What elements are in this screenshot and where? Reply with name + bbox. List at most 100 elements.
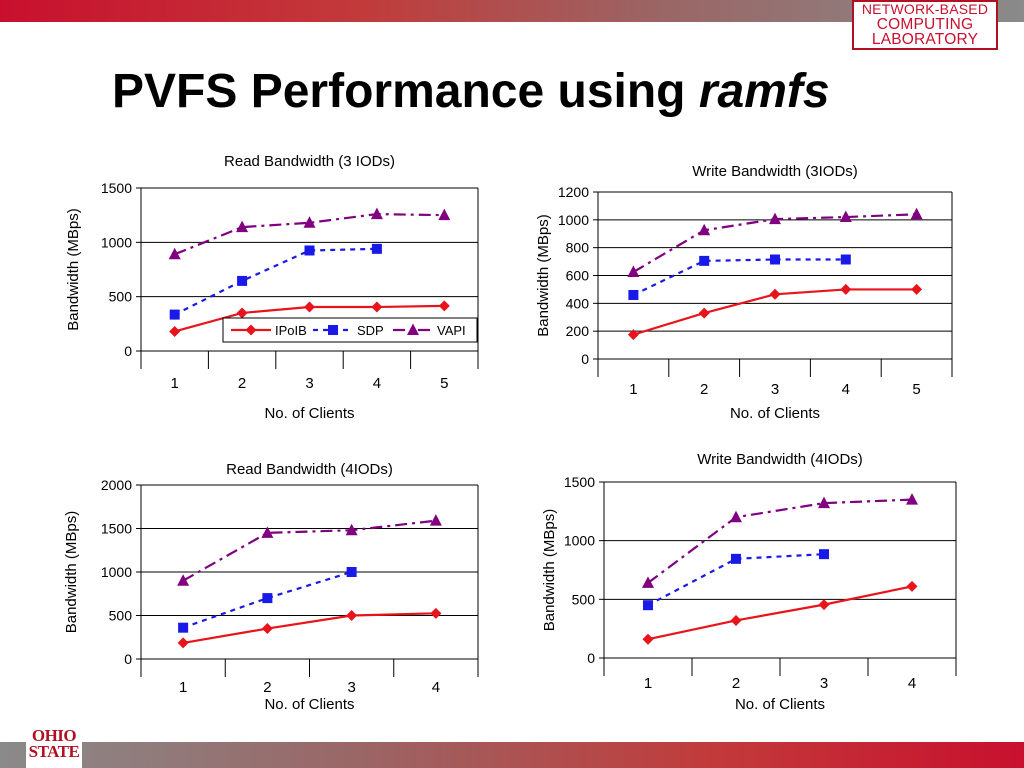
x-tick-label: 3 xyxy=(347,679,355,696)
y-tick-label: 600 xyxy=(566,268,590,284)
logo-line-3: LABORATORY xyxy=(871,31,979,48)
slide-title-main: PVFS Performance using xyxy=(112,65,699,118)
x-tick-label: 3 xyxy=(305,375,313,392)
top-color-bar xyxy=(0,0,1024,22)
x-tick-label: 1 xyxy=(171,375,179,392)
series-vapi xyxy=(627,207,923,278)
x-tick-label: 4 xyxy=(373,375,381,392)
data-point-vapi xyxy=(627,265,640,278)
series-line-sdp xyxy=(647,553,825,607)
y-tick-label: 1500 xyxy=(101,521,132,537)
data-point-ipoib xyxy=(236,307,248,319)
chart-title: Read Bandwidth (3 IODs) xyxy=(224,153,395,170)
x-tick-label: 3 xyxy=(771,381,779,398)
x-axis-label: No. of Clients xyxy=(730,405,820,422)
data-point-vapi xyxy=(261,526,274,538)
y-axis-label: Bandwidth (MBps) xyxy=(541,509,558,632)
data-point-ipoib xyxy=(906,580,918,592)
data-point-ipoib xyxy=(169,325,181,337)
y-axis-label: Bandwidth (MBps) xyxy=(65,208,82,331)
legend-label-sdp: SDP xyxy=(357,323,384,338)
x-tick-label: 2 xyxy=(263,679,271,696)
osu-line-1: OHIO xyxy=(31,726,77,745)
series-vapi xyxy=(642,493,918,588)
y-tick-label: 1000 xyxy=(558,212,589,228)
x-tick-label: 1 xyxy=(644,675,652,692)
data-point-ipoib xyxy=(911,283,923,295)
data-point-ipoib xyxy=(840,283,852,295)
data-point-sdp xyxy=(628,289,639,300)
series-sdp xyxy=(178,567,357,633)
y-tick-label: 0 xyxy=(124,343,132,359)
data-point-vapi xyxy=(429,514,442,526)
network-based-computing-lab-logo: NETWORK-BASED COMPUTING LABORATORY xyxy=(852,0,998,50)
data-point-ipoib xyxy=(627,329,639,341)
series-ipoib xyxy=(642,580,918,645)
logo-line-1: NETWORK-BASED xyxy=(861,1,989,17)
data-point-sdp xyxy=(169,309,180,320)
data-point-ipoib xyxy=(438,300,450,312)
slide-title: PVFS Performance using ramfs xyxy=(112,64,830,119)
data-point-sdp xyxy=(840,254,851,265)
series-ipoib xyxy=(177,607,442,649)
data-point-sdp xyxy=(178,622,189,633)
data-point-vapi xyxy=(438,208,451,221)
data-point-vapi xyxy=(642,576,654,588)
osu-line-2: STATE xyxy=(28,742,80,761)
chart-title: Write Bandwidth (3IODs) xyxy=(692,163,858,180)
series-sdp xyxy=(628,254,851,300)
y-tick-label: 500 xyxy=(109,608,133,624)
y-tick-label: 200 xyxy=(566,323,590,339)
x-tick-label: 4 xyxy=(842,381,850,398)
data-point-sdp xyxy=(699,255,710,266)
data-point-sdp xyxy=(819,549,829,560)
x-axis-label: No. of Clients xyxy=(264,405,354,422)
data-point-vapi xyxy=(730,510,742,523)
series-vapi xyxy=(177,514,442,586)
series-ipoib xyxy=(169,300,450,337)
x-tick-label: 3 xyxy=(820,675,828,692)
x-tick-label: 1 xyxy=(179,679,187,696)
y-tick-label: 0 xyxy=(587,650,595,666)
x-tick-label: 4 xyxy=(432,679,440,696)
y-tick-label: 500 xyxy=(572,591,596,607)
data-point-sdp xyxy=(304,245,315,256)
data-point-ipoib xyxy=(430,607,442,619)
data-point-ipoib xyxy=(698,307,710,319)
chart-title: Write Bandwidth (4IODs) xyxy=(697,451,863,468)
data-point-ipoib xyxy=(304,301,315,313)
slide-title-italic: ramfs xyxy=(698,65,830,118)
data-point-ipoib xyxy=(346,610,358,621)
data-point-vapi xyxy=(769,212,781,225)
y-tick-label: 500 xyxy=(109,289,133,305)
data-point-vapi xyxy=(370,207,383,220)
data-point-ipoib xyxy=(730,614,742,626)
logo-line-2: COMPUTING xyxy=(876,16,974,33)
legend-marker-sdp xyxy=(328,325,338,335)
chart-read-bandwidth-3-iods: Read Bandwidth (3 IODs) 0 500 1000 1500 1 2 3 4 5… xyxy=(65,153,479,422)
x-tick-label: 5 xyxy=(912,381,920,398)
chart-write-bandwidth-3-iods: Write Bandwidth (3IODs) 0 200 400 600 800 1000… xyxy=(535,163,953,422)
data-point-vapi xyxy=(168,247,181,260)
chart-title: Read Bandwidth (4IODs) xyxy=(226,461,393,478)
data-point-sdp xyxy=(643,600,653,611)
series-line-ipoib xyxy=(647,585,913,641)
data-point-vapi xyxy=(910,207,923,220)
x-tick-label: 2 xyxy=(238,375,246,392)
y-tick-label: 800 xyxy=(566,240,590,256)
chart-read-bandwidth-4-iods: Read Bandwidth (4IODs) 0 500 1000 1500 2000 1 2… xyxy=(63,461,479,713)
legend-marker-ipoib xyxy=(245,324,257,336)
data-point-sdp xyxy=(262,593,273,604)
series-line-ipoib xyxy=(182,612,436,644)
y-tick-label: 1000 xyxy=(564,533,595,549)
y-axis-label: Bandwidth (MBps) xyxy=(63,511,80,634)
data-point-sdp xyxy=(346,567,357,577)
x-axis-label: No. of Clients xyxy=(735,696,825,713)
y-tick-label: 1000 xyxy=(101,234,132,250)
ohio-state-logo: OHIO STATE xyxy=(26,726,82,768)
series-vapi xyxy=(168,207,451,260)
data-point-vapi xyxy=(303,216,316,228)
y-tick-label: 1500 xyxy=(101,180,132,196)
data-point-ipoib xyxy=(177,637,189,649)
data-point-ipoib xyxy=(371,301,383,313)
